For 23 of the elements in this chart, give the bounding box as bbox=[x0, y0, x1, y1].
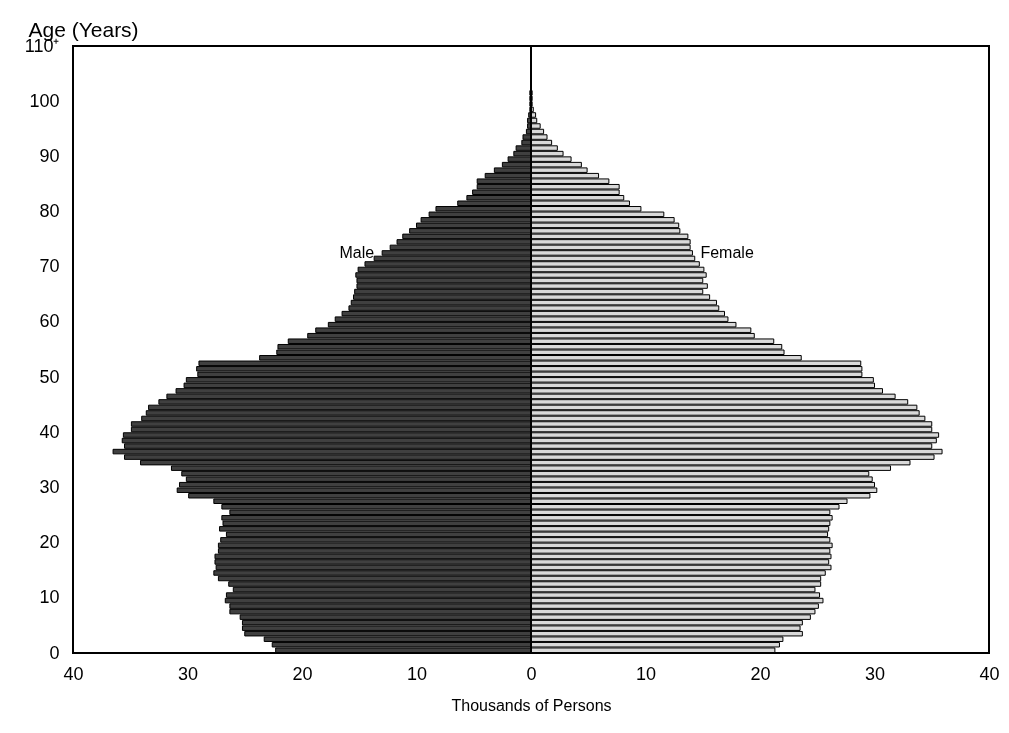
series-label: Male bbox=[339, 243, 375, 261]
x-tick-label: 40 bbox=[979, 663, 1000, 684]
y-tick-label: 60 bbox=[39, 311, 60, 332]
y-tick-label: 70 bbox=[39, 256, 60, 277]
y-tick-label: 50 bbox=[39, 366, 60, 387]
x-tick-label: 10 bbox=[635, 663, 657, 684]
y-tick-label: 90 bbox=[39, 145, 60, 166]
x-tick-label: 20 bbox=[292, 663, 313, 684]
x-tick-label: 20 bbox=[750, 663, 771, 684]
x-tick-label: 10 bbox=[406, 663, 428, 684]
y-tick-label: 0 bbox=[49, 642, 60, 663]
x-tick-label: 40 bbox=[63, 663, 84, 684]
series-label: Female bbox=[700, 243, 754, 261]
y-tick-label: 100 bbox=[29, 90, 60, 111]
y-tick-label: 40 bbox=[39, 421, 60, 442]
x-tick-label: 30 bbox=[864, 663, 886, 684]
x-tick-label: 30 bbox=[177, 663, 199, 684]
x-tick-label: 0 bbox=[526, 663, 537, 684]
y-tick-label: 20 bbox=[39, 532, 60, 553]
y-tick-label: 30 bbox=[39, 476, 60, 497]
y-tick-label: 10 bbox=[39, 587, 60, 608]
x-axis-title: Thousands of Persons bbox=[451, 696, 612, 714]
y-tick-label: 80 bbox=[39, 201, 60, 222]
